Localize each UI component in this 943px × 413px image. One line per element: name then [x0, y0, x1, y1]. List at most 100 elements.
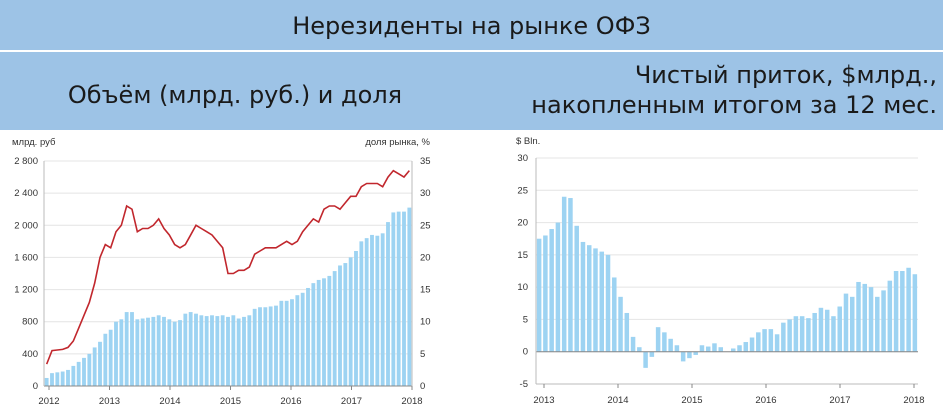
bar [311, 283, 316, 386]
bar [172, 321, 177, 386]
bar [327, 275, 332, 386]
y2-tick-label: 30 [420, 188, 431, 199]
y-tick-label: 15 [517, 250, 528, 261]
bar [668, 338, 673, 352]
bar [731, 348, 736, 352]
bar [108, 329, 113, 386]
y-tick-label: 400 [22, 349, 38, 360]
x-tick-label: 2013 [99, 396, 120, 407]
bar [881, 290, 886, 352]
bar [268, 306, 273, 386]
bar [687, 351, 692, 359]
subtitle-band: Объём (млрд. руб.) и доля Чистый приток,… [0, 52, 943, 130]
x-tick-label: 2017 [341, 396, 362, 407]
bar [536, 238, 542, 352]
y2-tick-label: 0 [420, 381, 425, 392]
y-tick-label: -5 [520, 379, 528, 390]
bar [655, 327, 661, 352]
bar [359, 241, 364, 386]
bar [856, 281, 861, 352]
y-tick-label: 1 200 [14, 285, 38, 296]
bar [396, 211, 401, 386]
bar [712, 343, 717, 352]
bar [306, 287, 310, 386]
bar [906, 267, 911, 352]
bar [146, 317, 150, 386]
y-tick-label: 25 [517, 185, 528, 196]
bar [737, 345, 742, 352]
bar [649, 351, 655, 357]
y2-tick-label: 15 [420, 285, 431, 296]
bar [618, 296, 623, 352]
y-tick-label: 1 600 [14, 252, 38, 263]
bar [178, 320, 182, 386]
bar [370, 234, 374, 386]
x-tick-label: 2016 [280, 396, 301, 407]
x-tick-label: 2018 [903, 395, 924, 406]
bar [699, 345, 705, 352]
bar [375, 235, 380, 386]
right-subtitle-line2: накопленным итогом за 12 мес. [531, 91, 937, 119]
bar [242, 316, 246, 386]
bar [316, 279, 321, 386]
bar [593, 248, 598, 352]
bar [284, 300, 289, 386]
bar [900, 271, 905, 352]
bar [768, 329, 774, 352]
bar [407, 207, 412, 386]
x-tick-label: 2016 [755, 395, 776, 406]
x-tick-label: 2017 [829, 395, 850, 406]
bar [156, 315, 161, 386]
x-tick-label: 2013 [533, 395, 554, 406]
x-tick-label: 2014 [159, 396, 180, 407]
bar [574, 225, 579, 352]
y2-axis-label: доля рынка, % [365, 137, 430, 148]
bar [549, 229, 554, 352]
bar [762, 329, 767, 352]
bar [258, 307, 262, 386]
bar [680, 351, 686, 362]
y-tick-label: 800 [22, 317, 38, 328]
bar [662, 332, 667, 352]
bar [332, 271, 337, 386]
bar [718, 347, 723, 352]
y-tick-label: 30 [517, 153, 528, 164]
bar [624, 312, 630, 352]
y2-tick-label: 5 [420, 349, 425, 360]
y-tick-label: 5 [523, 314, 528, 325]
bar [295, 295, 300, 386]
bar [774, 334, 780, 352]
bar [586, 245, 592, 352]
bar [76, 361, 81, 386]
bar [220, 315, 225, 386]
x-tick-label: 2015 [681, 395, 702, 406]
bar [843, 293, 849, 352]
bar [868, 287, 874, 352]
left-chart: 0 400 800 1 200 1 600 2 000 2 400 2 800 0 5 10 15 20… [12, 137, 431, 407]
bar [599, 251, 605, 352]
bar [194, 313, 198, 386]
bar [743, 342, 749, 352]
y-tick-label: 2 800 [14, 156, 38, 167]
page-title: Нерезиденты на рынке ОФЗ [0, 0, 943, 52]
bar [343, 263, 348, 386]
bar [199, 315, 204, 386]
y2-tick-label: 25 [420, 220, 431, 231]
bar [322, 278, 326, 386]
y2-tick-label: 20 [420, 252, 431, 263]
bar [71, 365, 76, 386]
bar [92, 347, 97, 386]
bar [279, 300, 284, 386]
bar [893, 271, 899, 352]
bar [824, 309, 830, 352]
bar [862, 283, 868, 352]
right-chart-subtitle: Чистый приток, $млрд., накопленным итого… [470, 52, 943, 130]
bar [215, 316, 220, 386]
bar [812, 312, 817, 352]
bar [98, 341, 102, 386]
bar [580, 241, 586, 352]
bar [130, 312, 134, 386]
bar [103, 333, 108, 386]
x-tick-label: 2015 [220, 396, 241, 407]
bar [55, 372, 60, 386]
